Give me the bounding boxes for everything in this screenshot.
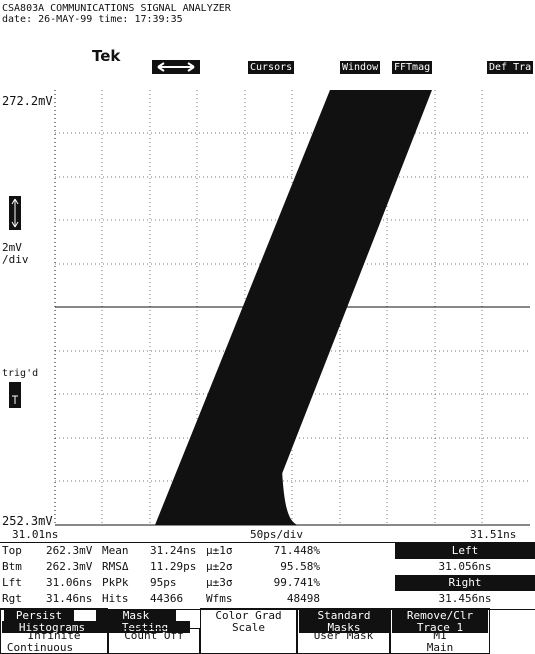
measurement-cell: PkPk [102, 575, 150, 591]
measurement-cell: 95ps [150, 575, 206, 591]
cursor-cell[interactable]: Left [395, 543, 535, 559]
y-scale-unit: /div [2, 254, 29, 266]
measurement-cell: 31.24ns [150, 543, 206, 559]
measurement-cell: Top [2, 543, 46, 559]
measurement-cell: µ±3σ [206, 575, 250, 591]
menu-frame [0, 608, 108, 654]
menu-frame [390, 608, 490, 654]
measurement-cell: Btm [2, 559, 46, 575]
measurement-cell: Wfms [206, 591, 250, 607]
cursor-cell: 31.456ns [395, 591, 535, 607]
measurement-cell: Lft [2, 575, 46, 591]
measurement-cell: 95.58% [250, 559, 320, 575]
measurement-cell: 31.06ns [46, 575, 102, 591]
y-top-label: 272.2mV [2, 95, 53, 107]
measurement-cell: 262.3mV [46, 543, 102, 559]
measurement-cell: RMSΔ [102, 559, 150, 575]
menu-label[interactable]: Mask [96, 609, 176, 621]
menu-frame [297, 608, 390, 654]
measurement-cell: Rgt [2, 591, 46, 607]
measurement-cell: 71.448% [250, 543, 320, 559]
x-right-label: 31.51ns [470, 529, 516, 541]
measurement-cell: µ±2σ [206, 559, 250, 575]
menu-frame [200, 608, 297, 654]
measurement-cell: 48498 [250, 591, 320, 607]
measurement-cell: 262.3mV [46, 559, 102, 575]
x-left-label: 31.01ns [12, 529, 58, 541]
y-bottom-label: 252.3mV [2, 515, 53, 527]
cursor-cell[interactable]: Right [395, 575, 535, 591]
cursor-cell: 31.056ns [395, 559, 535, 575]
menu-frame [108, 628, 200, 654]
measurement-cell: µ±1σ [206, 543, 250, 559]
graticule [0, 0, 535, 545]
measurement-cell: Hits [102, 591, 150, 607]
x-scale: 50ps/div [250, 529, 303, 541]
measurement-cell: 11.29ps [150, 559, 206, 575]
measurement-cell: 31.46ns [46, 591, 102, 607]
measurement-cell: 44366 [150, 591, 206, 607]
measurement-cell: 99.741% [250, 575, 320, 591]
measurement-cell: Mean [102, 543, 150, 559]
trigger: trig'd [2, 368, 38, 380]
screen: CSA803A COMMUNICATIONS SIGNAL ANALYZER d… [0, 0, 535, 654]
